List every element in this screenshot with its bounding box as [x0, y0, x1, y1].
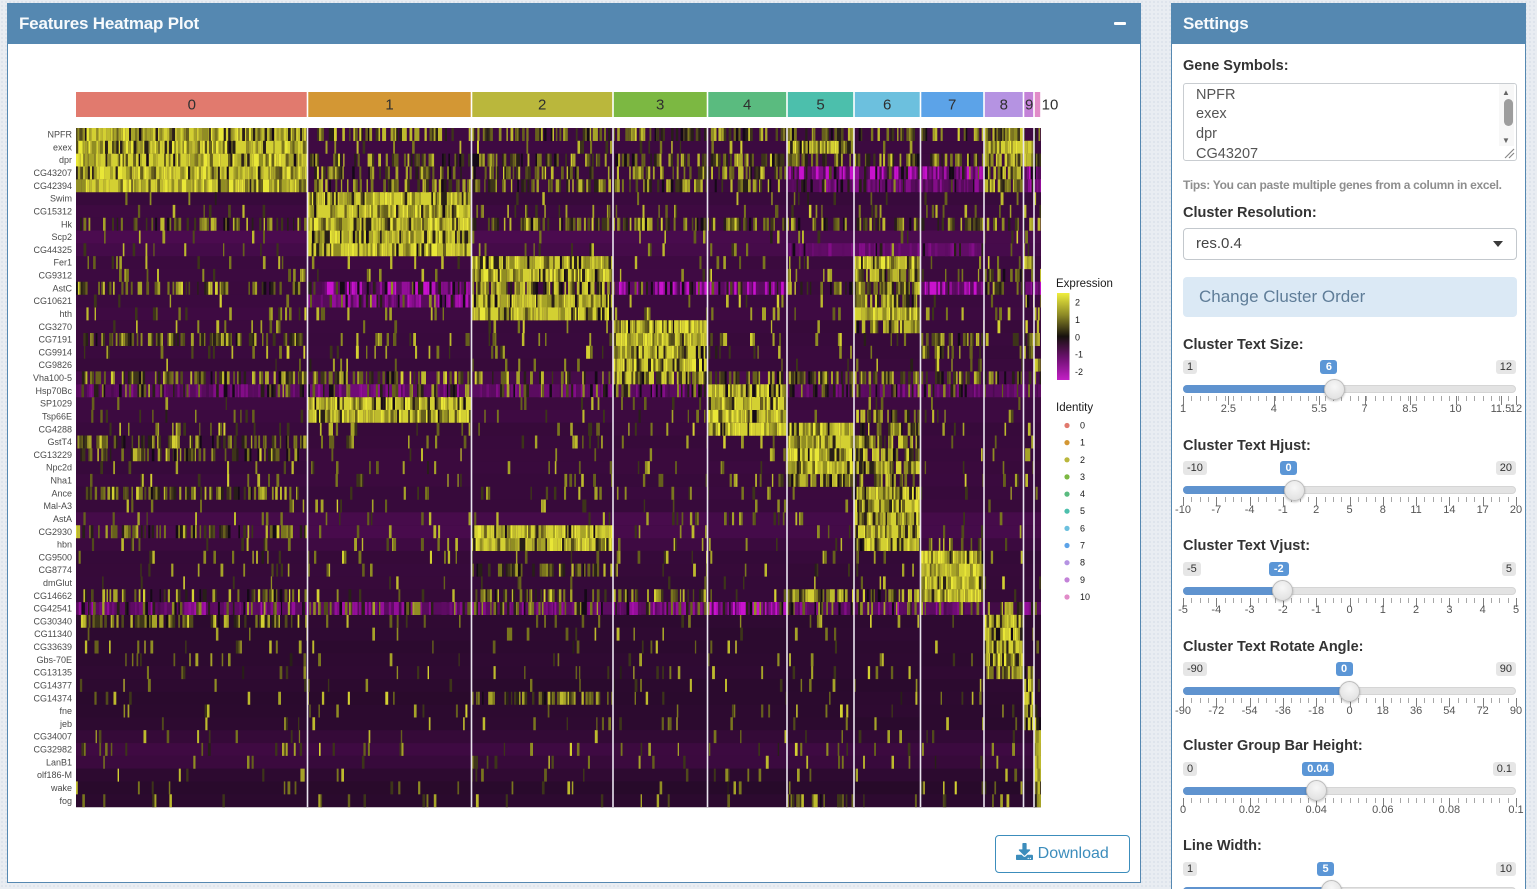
svg-text:2: 2 [538, 97, 546, 114]
svg-text:7: 7 [1080, 541, 1085, 551]
svg-text:dmGlut: dmGlut [43, 578, 73, 588]
svg-text:CG42394: CG42394 [33, 181, 72, 191]
svg-text:Hsp70Bc: Hsp70Bc [35, 386, 72, 396]
svg-text:-2: -2 [1075, 367, 1083, 377]
svg-text:olf186-M: olf186-M [37, 770, 72, 780]
svg-text:6: 6 [883, 97, 891, 114]
svg-text:SP1029: SP1029 [40, 399, 72, 409]
svg-text:CG15312: CG15312 [33, 207, 72, 217]
svg-text:4: 4 [743, 97, 751, 114]
svg-text:CG9826: CG9826 [38, 360, 72, 370]
svg-text:AstA: AstA [53, 514, 72, 524]
svg-text:AstC: AstC [52, 283, 72, 293]
svg-text:CG14374: CG14374 [33, 693, 72, 703]
svg-text:9: 9 [1025, 97, 1033, 114]
svg-text:-1: -1 [1075, 350, 1083, 360]
svg-text:2: 2 [1075, 298, 1080, 308]
svg-text:10: 10 [1042, 97, 1059, 114]
svg-text:3: 3 [656, 97, 664, 114]
svg-text:Tsp66E: Tsp66E [42, 412, 72, 422]
svg-text:3: 3 [1080, 472, 1085, 482]
svg-text:CG32982: CG32982 [33, 745, 72, 755]
svg-text:6: 6 [1080, 523, 1085, 533]
svg-text:8: 8 [1080, 558, 1085, 568]
svg-text:CG44325: CG44325 [33, 245, 72, 255]
svg-text:LanB1: LanB1 [46, 757, 72, 767]
svg-text:CG4288: CG4288 [38, 424, 72, 434]
svg-text:jeb: jeb [59, 719, 72, 729]
svg-text:1: 1 [1075, 315, 1080, 325]
svg-text:CG13229: CG13229 [33, 450, 72, 460]
svg-text:Identity: Identity [1056, 402, 1093, 414]
svg-text:Mal-A3: Mal-A3 [43, 501, 72, 511]
svg-text:Ance: Ance [51, 488, 72, 498]
svg-text:CG30340: CG30340 [33, 616, 72, 626]
svg-text:CG34007: CG34007 [33, 732, 72, 742]
svg-text:CG10621: CG10621 [33, 296, 72, 306]
svg-text:CG11340: CG11340 [34, 629, 72, 639]
svg-text:Expression: Expression [1056, 278, 1113, 290]
svg-text:CG13135: CG13135 [33, 668, 72, 678]
svg-text:CG43207: CG43207 [33, 168, 72, 178]
svg-text:CG9500: CG9500 [38, 552, 72, 562]
svg-text:Npc2d: Npc2d [46, 463, 72, 473]
svg-text:Fer1: Fer1 [53, 258, 72, 268]
svg-text:Hk: Hk [61, 219, 72, 229]
svg-text:1: 1 [1080, 438, 1085, 448]
svg-text:NPFR: NPFR [48, 130, 73, 140]
svg-text:Swim: Swim [50, 194, 72, 204]
svg-text:8: 8 [1000, 97, 1008, 114]
svg-text:GstT4: GstT4 [47, 437, 72, 447]
svg-text:CG9914: CG9914 [38, 347, 72, 357]
svg-text:fne: fne [59, 706, 72, 716]
svg-text:CG42541: CG42541 [33, 604, 72, 614]
svg-text:4: 4 [1080, 489, 1085, 499]
svg-text:CG33639: CG33639 [33, 642, 72, 652]
svg-text:CG2930: CG2930 [38, 527, 72, 537]
svg-text:CG7191: CG7191 [38, 335, 72, 345]
svg-text:10: 10 [1080, 592, 1090, 602]
svg-text:Nha1: Nha1 [50, 476, 72, 486]
svg-text:dpr: dpr [59, 155, 72, 165]
svg-text:exex: exex [53, 142, 73, 152]
svg-text:7: 7 [948, 97, 956, 114]
svg-text:wake: wake [50, 783, 72, 793]
svg-text:hth: hth [59, 309, 72, 319]
svg-text:CG9312: CG9312 [38, 271, 72, 281]
svg-text:0: 0 [1080, 421, 1085, 431]
svg-text:5: 5 [1080, 506, 1085, 516]
svg-text:Vha100-5: Vha100-5 [33, 373, 72, 383]
svg-text:Gbs-70E: Gbs-70E [36, 655, 72, 665]
svg-text:CG14662: CG14662 [33, 591, 72, 601]
svg-text:CG8774: CG8774 [38, 565, 72, 575]
svg-text:fog: fog [59, 796, 72, 806]
svg-text:1: 1 [385, 97, 393, 114]
svg-text:Scp2: Scp2 [51, 232, 72, 242]
svg-text:CG14377: CG14377 [33, 681, 72, 691]
svg-text:9: 9 [1080, 575, 1085, 585]
svg-text:0: 0 [188, 97, 196, 114]
svg-text:hbn: hbn [57, 540, 72, 550]
svg-text:CG3270: CG3270 [38, 322, 72, 332]
svg-text:5: 5 [816, 97, 824, 114]
svg-text:0: 0 [1075, 332, 1080, 342]
svg-text:2: 2 [1080, 455, 1085, 465]
